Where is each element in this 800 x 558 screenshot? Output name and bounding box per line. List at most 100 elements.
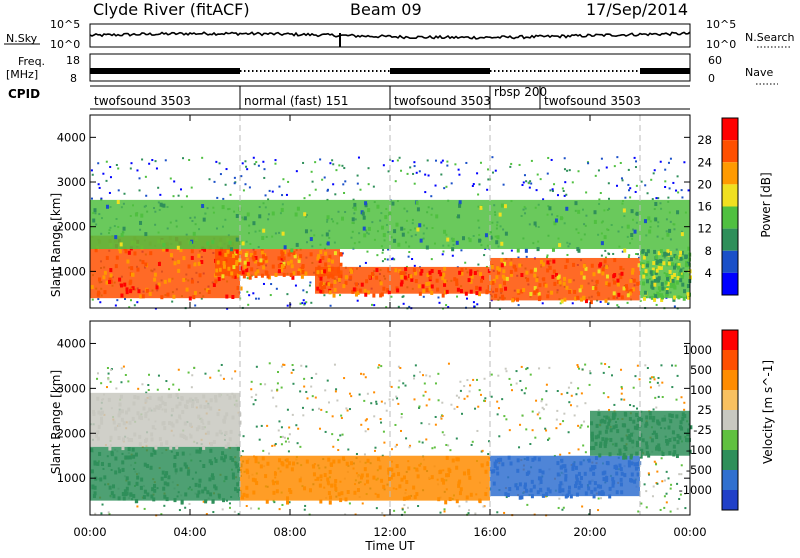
colorbar-swatch [722, 390, 738, 410]
scatter-cell [358, 393, 361, 396]
nsky-tick-high: 10^5 [50, 18, 80, 31]
echo-cell [625, 284, 629, 289]
scatter-cell [676, 175, 679, 178]
scatter-cell [474, 512, 477, 515]
scatter-cell [124, 297, 127, 300]
echo-cell [366, 458, 370, 463]
echo-cell [133, 395, 137, 400]
date-label: 17/Sep/2014 [586, 0, 688, 19]
scatter-cell [263, 168, 266, 171]
echo-cell [663, 417, 667, 422]
echo-cell [339, 262, 343, 267]
echo-cell [372, 293, 376, 298]
scatter-cell [661, 480, 664, 483]
echo-cell [120, 293, 124, 298]
scatter-cell [644, 364, 647, 367]
x-tick-label: 08:00 [273, 525, 306, 539]
scatter-cell [188, 502, 191, 505]
scatter-cell [109, 380, 112, 383]
scatter-cell [314, 188, 317, 191]
scatter-cell [476, 172, 479, 175]
echo-cell [577, 209, 581, 214]
scatter-cell [672, 181, 675, 184]
echo-cell [568, 279, 572, 284]
echo-cell [444, 290, 448, 295]
echo-cell [234, 461, 238, 466]
echo-cell [159, 397, 163, 402]
echo-cell [504, 492, 508, 497]
echo-cell [624, 455, 628, 460]
echo-cell [484, 469, 488, 474]
echo-cell [163, 426, 167, 431]
echo-cell [112, 494, 116, 499]
echo-cell [669, 419, 673, 424]
echo-cell [577, 248, 581, 253]
scatter-cell [204, 372, 207, 375]
scatter-cell [555, 418, 558, 421]
scatter-cell [439, 511, 442, 514]
echo-cell [285, 464, 289, 469]
echo-cell [412, 267, 416, 272]
echo-cell [645, 415, 649, 420]
echo-cell [677, 263, 681, 268]
echo-cell [218, 393, 222, 398]
scatter-cell [107, 372, 110, 375]
echo-cell [499, 457, 503, 462]
scatter-cell [422, 295, 425, 298]
scatter-cell [456, 405, 459, 408]
scatter-cell [185, 195, 188, 198]
echo-cell [327, 457, 331, 462]
echo-cell [153, 272, 157, 277]
echo-cell [130, 272, 134, 277]
scatter-cell [157, 186, 160, 189]
scatter-cell [518, 163, 521, 166]
echo-cell [316, 286, 320, 291]
echo-cell [436, 287, 440, 292]
scatter-cell [463, 397, 466, 400]
scatter-cell [635, 160, 638, 163]
scatter-cell [415, 171, 418, 174]
echo-cell [289, 273, 293, 278]
echo-cell [608, 452, 612, 457]
echo-cell [683, 413, 687, 418]
echo-cell [242, 274, 246, 279]
echo-cell [401, 232, 405, 237]
echo-cell [365, 473, 369, 478]
echo-cell [107, 462, 111, 467]
echo-cell [589, 467, 593, 472]
echo-cell [125, 486, 129, 491]
echo-cell [138, 415, 142, 420]
echo-cell [337, 492, 341, 497]
echo-cell [604, 429, 608, 434]
echo-cell [658, 262, 662, 267]
scatter-cell [496, 413, 499, 416]
echo-cell [128, 420, 132, 425]
scatter-cell [310, 170, 313, 173]
scatter-cell [655, 463, 658, 466]
echo-cell [146, 492, 150, 497]
echo-cell [413, 495, 417, 500]
scatter-cell [370, 303, 373, 306]
scatter-cell [629, 404, 632, 407]
echo-cell [394, 268, 398, 273]
scatter-cell [274, 162, 277, 165]
echo-cell [107, 397, 111, 402]
echo-cell [672, 272, 676, 277]
echo-cell [535, 288, 539, 293]
echo-cell [536, 247, 540, 252]
echo-cell [655, 435, 659, 440]
scatter-cell [212, 511, 215, 514]
echo-cell [235, 249, 239, 254]
cpid-segment-label: normal (fast) 151 [244, 94, 348, 108]
echo-cell [565, 206, 569, 211]
scatter-cell [443, 187, 446, 190]
echo-cell [497, 457, 501, 462]
echo-cell [328, 495, 332, 500]
echo-cell [414, 279, 418, 284]
echo-cell [196, 399, 200, 404]
scatter-cell [178, 509, 181, 512]
scatter-cell [680, 473, 683, 476]
scatter-cell [428, 398, 431, 401]
echo-cell [589, 300, 593, 305]
echo-cell [333, 483, 337, 488]
